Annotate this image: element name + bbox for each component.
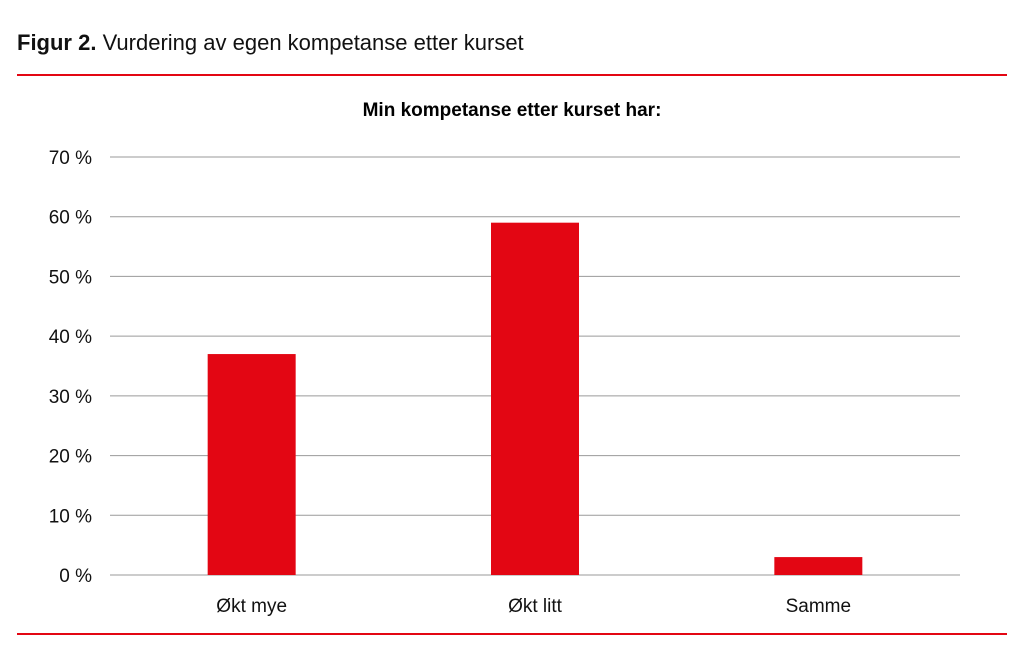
chart-title: Min kompetanse etter kurset har:	[363, 100, 662, 121]
figure-caption: Vurdering av egen kompetanse etter kurse…	[102, 30, 524, 55]
x-tick-label: Økt litt	[508, 596, 563, 617]
y-tick-label: 50 %	[49, 267, 92, 288]
figure-title: Figur 2. Vurdering av egen kompetanse et…	[17, 30, 524, 56]
bar	[491, 222, 579, 575]
bar	[774, 557, 863, 575]
bar	[207, 354, 296, 575]
x-tick-label: Samme	[786, 596, 851, 617]
y-tick-label: 10 %	[49, 506, 92, 527]
y-tick-label: 0 %	[59, 566, 92, 587]
y-tick-label: 20 %	[49, 447, 92, 468]
y-tick-label: 60 %	[49, 208, 92, 229]
figure-label: Figur 2.	[17, 30, 97, 55]
y-tick-label: 40 %	[49, 327, 92, 348]
top-rule	[17, 74, 1007, 76]
y-tick-label: 30 %	[49, 387, 92, 408]
y-tick-label: 70 %	[49, 148, 92, 169]
x-tick-label: Økt mye	[216, 596, 287, 617]
bottom-rule	[17, 633, 1007, 635]
